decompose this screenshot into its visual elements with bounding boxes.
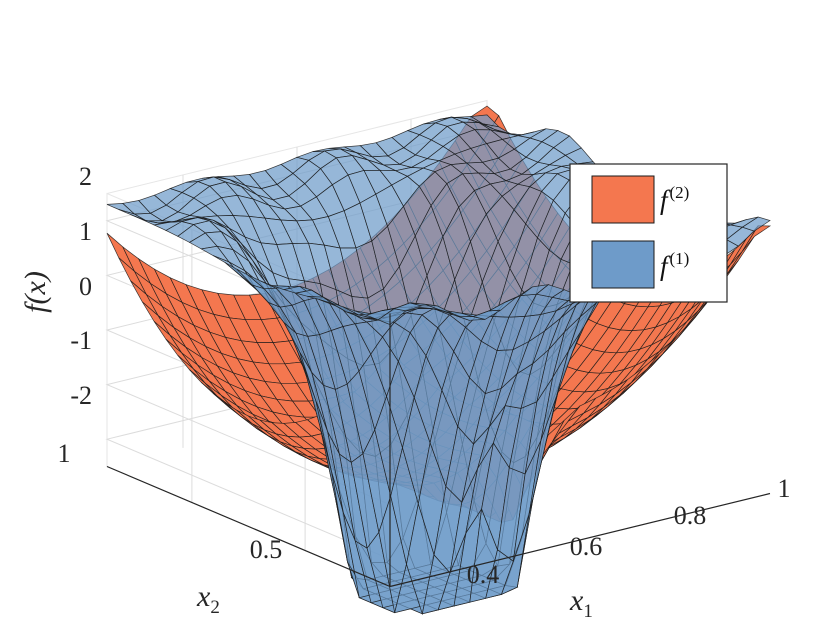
legend-swatch-f2 — [591, 175, 655, 224]
z-tick-labels: 2 1 0 -1 -2 — [70, 162, 92, 410]
surface-f1 — [106, 114, 771, 616]
x1-tick-label: 0.4 — [467, 560, 500, 589]
surface-cell — [741, 216, 771, 232]
legend: f (2) f (1) — [569, 163, 728, 303]
svg-text:x2: x2 — [196, 580, 220, 618]
x2-tick-label: 0.5 — [250, 535, 283, 564]
x1-tick-label: 0.8 — [674, 501, 707, 530]
x1-tick-label: 0.6 — [570, 532, 603, 561]
svg-text:x1: x1 — [569, 584, 593, 622]
x1-tick-labels: 0.4 0.6 0.8 1 — [467, 474, 791, 589]
x2-axis-line — [106, 465, 391, 588]
x2-tick-labels: 1 0.5 — [58, 439, 283, 564]
x2-tick-label: 1 — [58, 439, 71, 468]
x1-axis-label: x1 — [569, 584, 593, 622]
z-tick-label: 1 — [79, 217, 92, 246]
legend-swatch-f1 — [591, 240, 655, 289]
x1-axis-line — [389, 492, 771, 588]
z-tick-label: 2 — [79, 162, 92, 191]
x1-tick-label: 1 — [778, 474, 791, 503]
z-tick-label: 0 — [79, 272, 92, 301]
legend-label-f2: f (2) — [660, 183, 689, 215]
legend-label-f1: f (1) — [660, 249, 689, 281]
z-tick-label: -2 — [70, 381, 92, 410]
z-tick-label: -1 — [70, 326, 92, 355]
z-axis-label: f(x) — [19, 271, 52, 313]
axis-lines — [106, 313, 771, 588]
x2-axis-label: x2 — [196, 580, 220, 618]
